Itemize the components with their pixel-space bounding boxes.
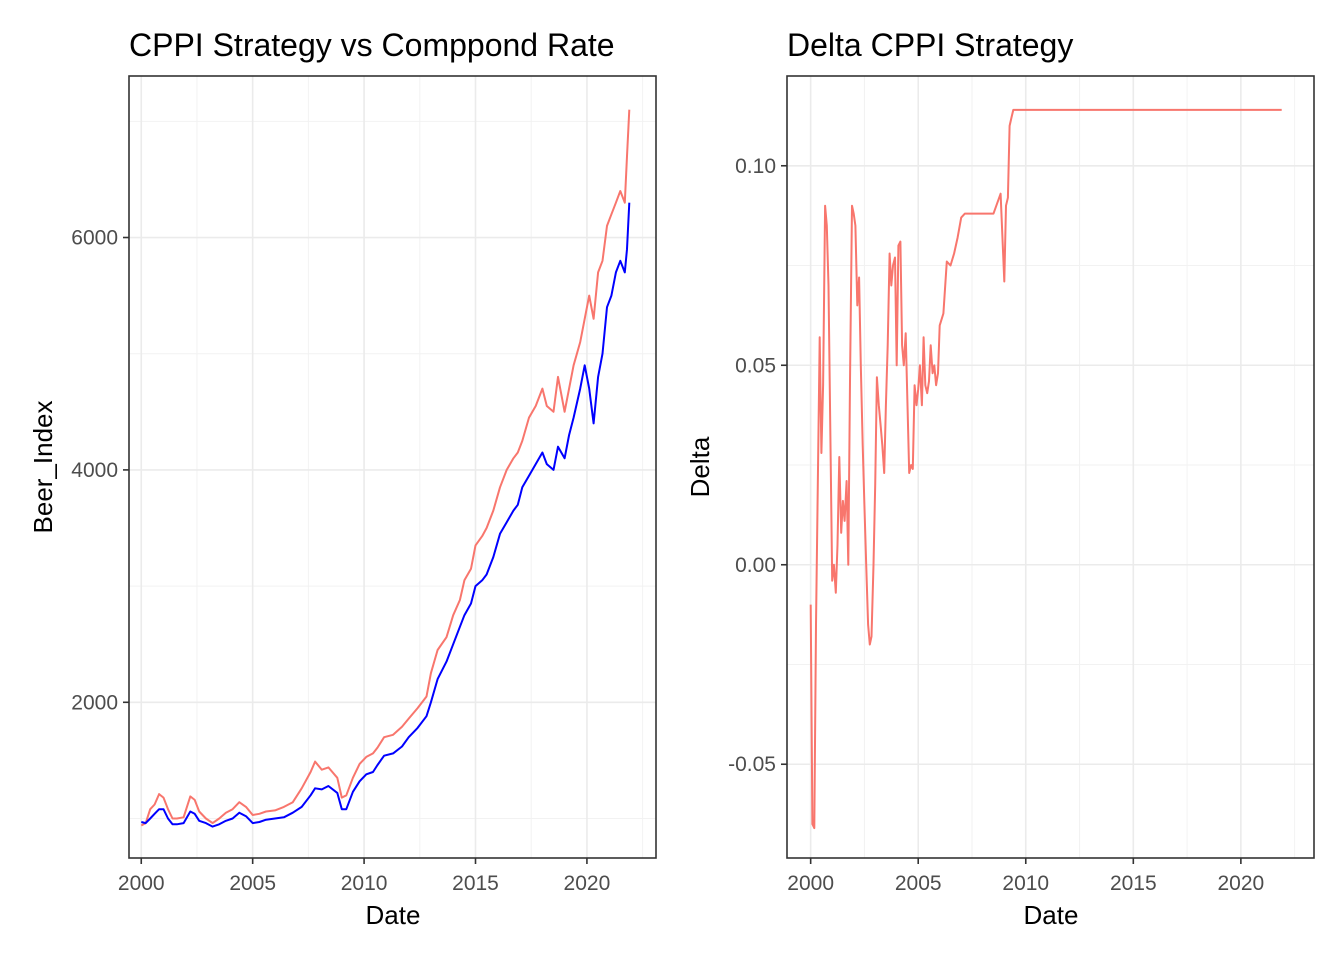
x-axis-title: Date (1024, 900, 1079, 930)
plot-background (129, 76, 656, 858)
y-tick-label: 4000 (71, 459, 118, 482)
x-axis-title: Date (366, 900, 421, 930)
x-tick-label: 2010 (341, 872, 388, 895)
series-line-0 (809, 108, 1282, 830)
y-tick-label: 0.10 (735, 155, 776, 178)
series-line-0 (140, 109, 631, 827)
cppi-vs-compound-panel: CPPI Strategy vs Comppond Rate Date Beer… (28, 27, 657, 930)
panel-border (786, 75, 1315, 859)
y-axis-title: Beer_Index (28, 401, 58, 534)
plot-background (787, 76, 1314, 858)
y-tick-label: 0.05 (735, 354, 776, 377)
x-tick-label: 2020 (564, 872, 611, 895)
panel-border (128, 75, 657, 859)
x-tick-label: 2015 (1110, 872, 1157, 895)
x-tick-label: 2010 (1002, 872, 1049, 895)
x-tick-label: 2005 (229, 872, 276, 895)
x-tick-label: 2000 (118, 872, 165, 895)
x-tick-label: 2020 (1218, 872, 1265, 895)
y-tick-label: -0.05 (728, 753, 776, 776)
x-tick-label: 2000 (787, 872, 834, 895)
y-axis-title: Delta (685, 436, 715, 497)
series-line-1 (141, 202, 631, 828)
y-tick-label: 2000 (71, 691, 118, 714)
x-tick-label: 2005 (895, 872, 942, 895)
x-tick-label: 2015 (452, 872, 499, 895)
y-tick-label: 6000 (71, 227, 118, 250)
delta-cppi-panel: Delta CPPI Strategy Date Delta 2000 2005 2… (685, 27, 1315, 930)
chart-title: Delta CPPI Strategy (787, 27, 1073, 63)
chart-title: CPPI Strategy vs Comppond Rate (129, 27, 615, 63)
y-tick-label: 0.00 (735, 554, 776, 577)
